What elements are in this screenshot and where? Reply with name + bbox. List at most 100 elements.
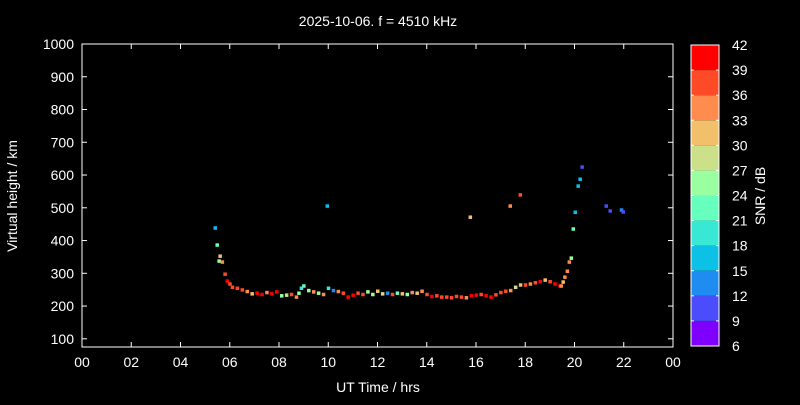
data-point: [580, 165, 584, 169]
data-point: [311, 290, 316, 294]
data-point: [218, 254, 222, 258]
x-tick-label: 08: [271, 354, 287, 370]
data-point: [336, 289, 341, 294]
x-tick-label: 04: [173, 354, 189, 370]
colorbar-segment: [691, 220, 719, 246]
data-point: [415, 291, 419, 295]
data-point: [213, 226, 217, 230]
data-point: [528, 282, 533, 286]
data-point: [469, 294, 474, 298]
data-point: [380, 292, 385, 296]
data-point: [459, 295, 464, 299]
x-tick-label: 00: [74, 354, 90, 370]
data-point: [356, 291, 360, 295]
data-point: [479, 292, 483, 297]
data-point: [604, 204, 609, 208]
x-tick-label: 14: [419, 354, 435, 370]
colorbar-tick-label: 27: [732, 162, 748, 178]
colorbar-segment: [691, 170, 719, 196]
data-point: [563, 275, 567, 279]
colorbar-segment: [691, 270, 719, 296]
colorbar-tick-label: 15: [732, 263, 748, 279]
data-point: [325, 204, 330, 208]
data-point: [299, 286, 304, 291]
data-point: [553, 282, 557, 286]
y-tick-label: 100: [51, 331, 75, 347]
y-axis-ticks: 100 200 300 400 500 600 700 800 900 1000: [43, 36, 673, 347]
data-point: [279, 294, 284, 298]
colorbar-tick-label: 42: [732, 37, 748, 53]
data-point: [576, 184, 580, 188]
colorbar-label: SNR / dB: [752, 167, 768, 225]
data-point: [484, 294, 488, 298]
data-point: [217, 259, 221, 263]
data-point: [449, 296, 454, 300]
y-tick-label: 700: [51, 134, 75, 150]
colorbar-tick-label: 12: [732, 288, 748, 304]
data-point: [225, 279, 230, 283]
data-point: [294, 295, 299, 299]
data-point: [255, 291, 259, 295]
data-point: [569, 256, 574, 260]
data-point: [608, 209, 612, 213]
data-point: [297, 291, 301, 295]
data-point: [513, 285, 518, 290]
y-tick-label: 500: [51, 200, 75, 216]
data-point: [321, 292, 326, 297]
x-tick-label: 00: [665, 354, 681, 370]
colorbar-segment: [691, 70, 719, 96]
x-tick-label: 12: [370, 354, 386, 370]
data-point: [468, 215, 473, 219]
x-tick-label: 10: [320, 354, 336, 370]
data-point: [444, 295, 449, 299]
data-point: [351, 293, 355, 297]
data-point: [464, 296, 469, 300]
data-point: [307, 288, 311, 293]
data-point: [220, 260, 225, 264]
data-point: [371, 292, 375, 297]
y-tick-label: 1000: [43, 36, 74, 52]
data-point: [425, 292, 429, 297]
data-point: [504, 289, 508, 293]
data-point: [533, 280, 538, 285]
colorbar-tick-label: 18: [732, 238, 748, 254]
colorbar-segment: [691, 145, 719, 171]
data-point: [228, 282, 232, 286]
data-point: [346, 295, 350, 299]
data-point: [265, 290, 269, 295]
colorbar-segment: [691, 295, 719, 321]
data-point: [385, 291, 390, 295]
data-point: [326, 286, 331, 291]
data-point: [538, 279, 543, 284]
data-point: [567, 260, 572, 264]
colorbar-tick-label: 33: [732, 112, 748, 128]
plot-frame: [81, 43, 674, 348]
colorbar-tick-label: 24: [732, 188, 748, 204]
data-point: [573, 210, 577, 215]
colorbar-tick-label: 39: [732, 62, 748, 78]
data-point: [523, 283, 528, 287]
data-point: [316, 291, 321, 295]
data-point: [410, 290, 414, 295]
colorbar-tick-label: 36: [732, 87, 748, 103]
colorbar-segment: [691, 245, 719, 271]
colorbar-segment: [691, 95, 719, 121]
data-point: [508, 288, 513, 293]
data-point: [499, 290, 503, 295]
data-point: [435, 294, 439, 298]
data-point: [430, 294, 434, 299]
y-tick-label: 400: [51, 233, 75, 249]
data-point: [559, 284, 563, 288]
data-point: [400, 292, 405, 296]
y-tick-label: 300: [51, 265, 75, 281]
data-point: [270, 292, 274, 296]
data-point: [565, 269, 570, 274]
data-point: [508, 204, 512, 208]
x-axis-ticks: 00 02 04 06 08 10 12 14 16 18 20 22 00: [74, 44, 681, 370]
y-tick-label: 800: [51, 102, 75, 118]
y-axis-label: Virtual height / km: [4, 140, 20, 252]
colorbar-tick-label: 21: [732, 213, 748, 229]
data-point: [518, 283, 523, 287]
data-point: [494, 293, 498, 297]
